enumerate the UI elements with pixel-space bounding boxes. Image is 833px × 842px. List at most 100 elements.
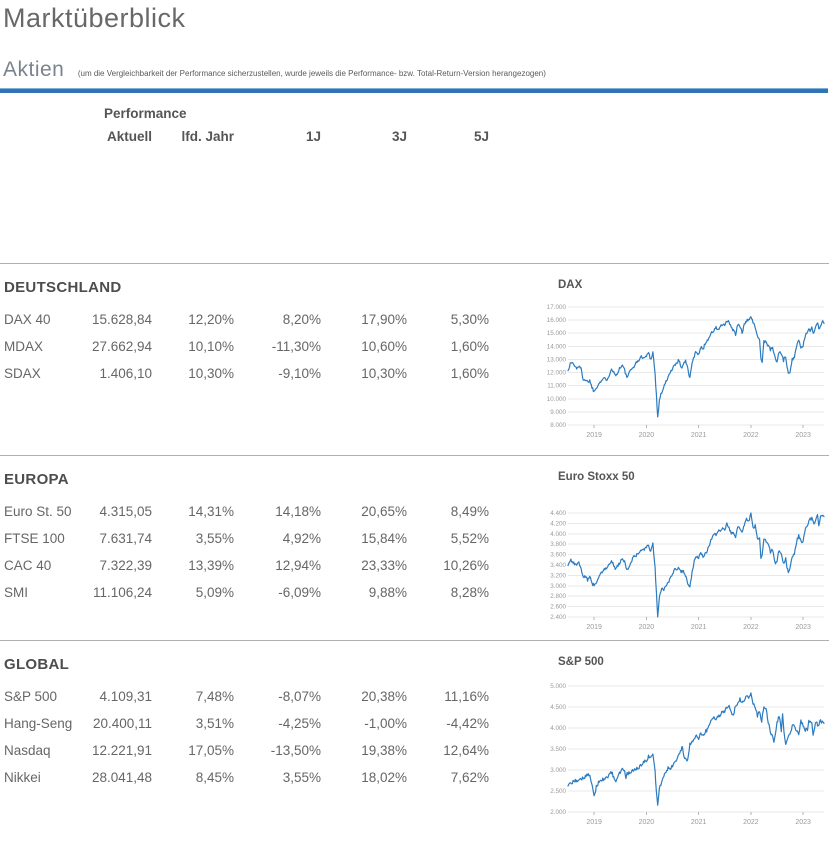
market-sections: DEUTSCHLAND DAX 40 15.628,84 12,20% 8,20% 17,… (0, 264, 833, 842)
index-value: 10,60% (361, 339, 407, 354)
index-row: Nikkei 28.041,48 8,45% 3,55% 18,02% 7,62% (4, 764, 541, 791)
x-axis-label: 2019 (586, 432, 602, 439)
y-axis-label: 15.000 (547, 330, 567, 337)
y-axis-label: 13.000 (547, 356, 567, 363)
index-label: Nasdaq (4, 743, 51, 758)
index-value: 4.315,05 (99, 504, 152, 519)
index-value: 4.109,31 (99, 689, 152, 704)
index-value: 5,52% (450, 531, 489, 546)
index-value: -9,10% (278, 366, 321, 381)
y-axis-label: 11.000 (547, 383, 566, 390)
y-axis-label: 3.400 (550, 562, 566, 569)
index-value: 9,88% (368, 585, 407, 600)
market-chart-euro-stoxx-50: 4.400 4.200 4.000 3.800 3.600 3.400 3.200 3.000… (550, 510, 825, 631)
y-axis-label: 16.000 (547, 317, 567, 324)
chart-title: S&P 500 (558, 656, 604, 668)
index-value: 11.106,24 (92, 585, 152, 600)
y-axis-label: 3.000 (550, 767, 566, 774)
index-label: DAX 40 (4, 312, 51, 327)
index-value: 12.221,91 (91, 743, 152, 758)
index-value: -11,30% (271, 339, 321, 354)
y-axis-label: 4.400 (550, 510, 566, 517)
y-axis-label: 12.000 (547, 370, 567, 377)
y-axis-label: 4.500 (550, 704, 566, 711)
x-axis-label: 2020 (639, 624, 655, 631)
index-label: Hang-Seng (4, 716, 73, 731)
section-table-europa: EUROPA Euro St. 50 4.315,05 14,31% 14,18% 20,… (0, 456, 541, 640)
section-heading: GLOBAL (4, 656, 70, 673)
index-value: 3,55% (282, 770, 321, 785)
index-value: -1,00% (364, 716, 407, 731)
index-value: 10,26% (443, 558, 489, 573)
index-value: -13,50% (270, 743, 321, 758)
accent-divider (0, 88, 828, 93)
index-value: 5,09% (195, 585, 234, 600)
index-row: S&P 500 4.109,31 7,48% -8,07% 20,38% 11,16% (4, 683, 541, 710)
section-global: GLOBAL S&P 500 4.109,31 7,48% -8,07% 20,38% 11… (0, 641, 829, 842)
index-value: 3,55% (195, 531, 234, 546)
index-value: -4,42% (446, 716, 489, 731)
section-deutschland: DEUTSCHLAND DAX 40 15.628,84 12,20% 8,20% 17,… (0, 264, 829, 456)
x-axis-label: 2020 (639, 432, 655, 439)
y-axis-label: 4.200 (550, 520, 566, 527)
y-axis-label: 14.000 (547, 343, 567, 350)
y-axis-label: 8.000 (550, 422, 566, 429)
x-axis-label: 2023 (795, 432, 811, 439)
index-value: 14,31% (188, 504, 234, 519)
y-axis-label: 5.000 (550, 683, 566, 690)
y-axis-label: 4.000 (550, 531, 566, 538)
x-axis-label: 2022 (743, 819, 759, 826)
y-axis-label: 2.400 (550, 614, 566, 621)
x-axis-label: 2021 (691, 624, 707, 631)
index-value: 8,49% (450, 504, 489, 519)
index-label: Euro St. 50 (4, 504, 72, 519)
index-value: 20,65% (361, 504, 407, 519)
subheader: Aktien (um die Vergleichbarkeit der Perf… (0, 40, 833, 85)
index-value: 5,30% (450, 312, 489, 327)
y-axis-label: 4.000 (550, 725, 566, 732)
index-value: 28.041,48 (91, 770, 152, 785)
index-value: 12,20% (188, 312, 234, 327)
index-value: 11,16% (444, 689, 489, 704)
index-value: 27.662,94 (91, 339, 152, 354)
index-value: 20.400,11 (92, 716, 152, 731)
price-line (567, 512, 825, 618)
index-row: SMI 11.106,24 5,09% -6,09% 9,88% 8,28% (4, 579, 541, 606)
index-value: 10,30% (188, 366, 234, 381)
index-label: MDAX (4, 339, 44, 354)
price-line (567, 316, 825, 418)
page-title: Marktüberblick (3, 3, 186, 33)
index-row: Euro St. 50 4.315,05 14,31% 14,18% 20,65% 8,4… (4, 498, 541, 525)
index-value: 20,38% (361, 689, 407, 704)
y-axis-label: 2.800 (550, 593, 566, 600)
index-label: Nikkei (4, 770, 41, 785)
index-value: 14,18% (275, 504, 321, 519)
x-axis-label: 2019 (586, 819, 602, 826)
x-axis-label: 2021 (691, 819, 707, 826)
market-chart-dax: 17.000 16.000 15.000 14.000 13.000 12.000 11.0… (547, 304, 825, 439)
index-value: 7,48% (195, 689, 234, 704)
index-value: 1,60% (450, 339, 489, 354)
y-axis-label: 2.500 (550, 788, 566, 795)
index-value: 10,30% (361, 366, 407, 381)
index-value: 23,33% (361, 558, 407, 573)
section-chart-global: S&P 500 5.000 4.500 4.000 3.500 3.000 2.500 2.0… (541, 641, 829, 842)
x-axis-label: 2020 (639, 819, 655, 826)
column-header-row: Aktuell lfd. Jahr 1J 3J 5J (4, 128, 829, 146)
index-label: CAC 40 (4, 558, 52, 573)
index-value: 8,45% (195, 770, 234, 785)
index-row: SDAX 1.406,10 10,30% -9,10% 10,30% 1,60% (4, 360, 541, 387)
index-value: 4,92% (282, 531, 321, 546)
index-value: 15.628,84 (91, 312, 152, 327)
index-value: 3,51% (195, 716, 234, 731)
section-europa: EUROPA Euro St. 50 4.315,05 14,31% 14,18% 20,… (0, 456, 829, 641)
index-row: MDAX 27.662,94 10,10% -11,30% 10,60% 1,60% (4, 333, 541, 360)
index-row: CAC 40 7.322,39 13,39% 12,94% 23,33% 10,26% (4, 552, 541, 579)
y-axis-label: 2.600 (550, 604, 566, 611)
chart-title: Euro Stoxx 50 (558, 471, 635, 483)
column-header-5j: 5J (473, 129, 489, 144)
section-title: Aktien (3, 58, 65, 81)
section-table-deutschland: DEUTSCHLAND DAX 40 15.628,84 12,20% 8,20% 17,… (0, 264, 541, 455)
x-axis-label: 2019 (586, 624, 602, 631)
